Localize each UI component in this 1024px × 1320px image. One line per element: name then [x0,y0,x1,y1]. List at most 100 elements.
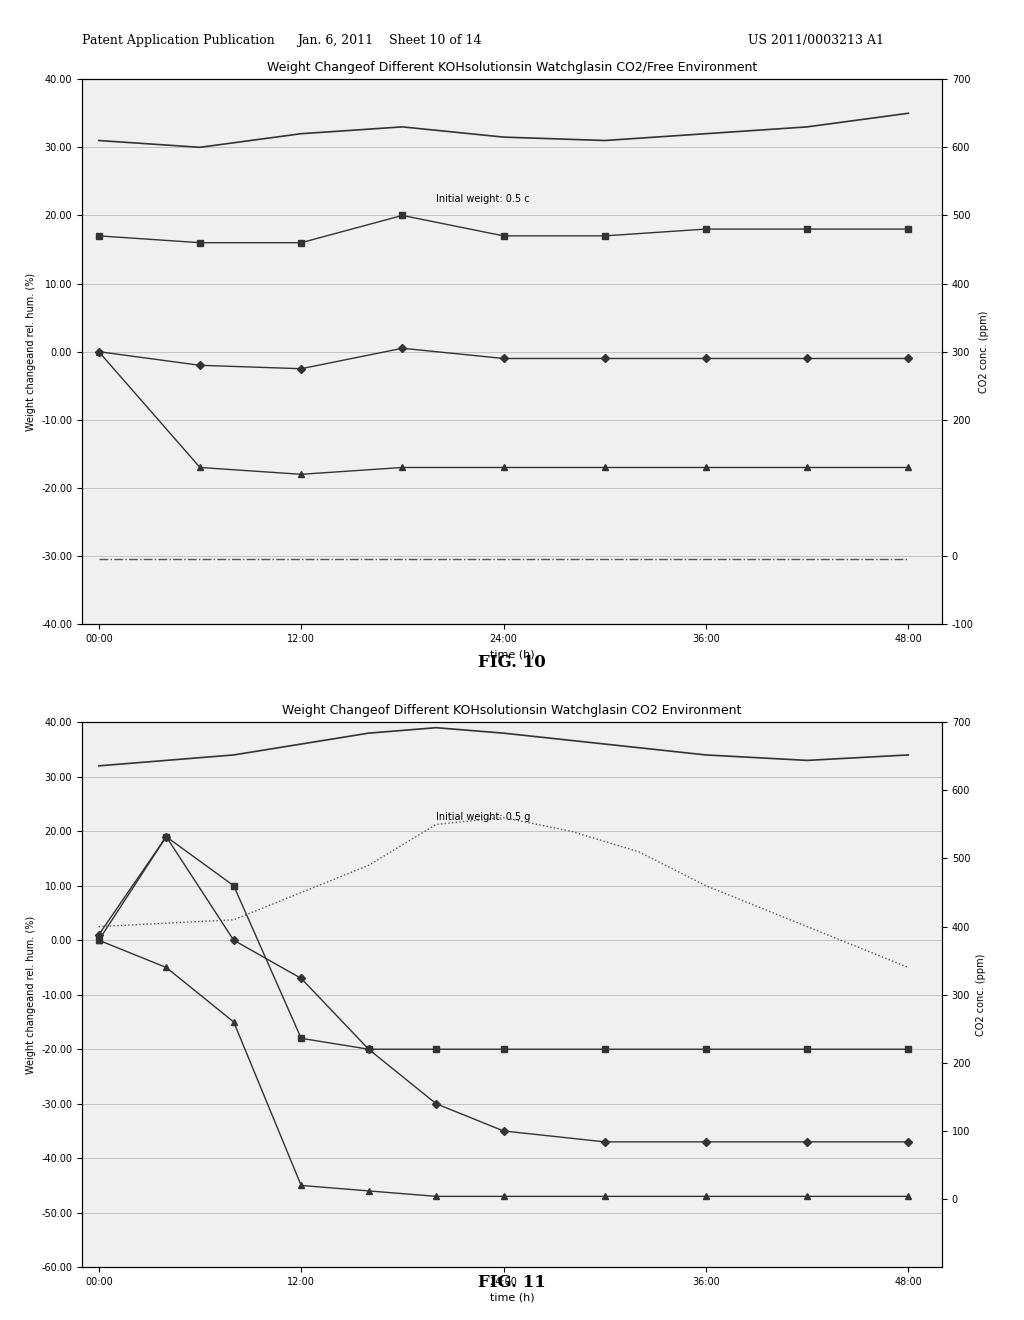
7.7M KOH_A [194,459,206,475]
Text: Initial weight: 0.5 g: Initial weight: 0.5 g [436,812,530,822]
10.2M KOH_A [599,351,611,367]
Text: FIG. 11: FIG. 11 [478,1274,546,1291]
rel. Hum(%) [430,719,442,735]
rel. Hum(%) [801,752,813,768]
rel. Hum(%) [498,725,510,741]
7.7M KOH_C [160,960,172,975]
CO2 conc. (ppm) [835,932,847,948]
CO2 conc. (ppm) [599,552,611,568]
10.2M KOH_C [295,970,307,986]
10.2M KOH_A [194,358,206,374]
10.2M KOH_A [295,360,307,376]
CO2 conc. (ppm) [227,912,240,928]
10.2M KOH_C [902,1134,914,1150]
Legend: rel. Hum.(%), 7.7M KOH_A, 10.2M KOH_A, 12.8M KOH_A, CO2 conc. (ppm): rel. Hum.(%), 7.7M KOH_A, 10.2M KOH_A, 1… [273,725,751,741]
CO2 conc. (ppm) [565,824,578,840]
Line: rel. Hum.(%): rel. Hum.(%) [98,114,908,148]
Text: Initial weight: 0.5 c: Initial weight: 0.5 c [436,194,529,203]
7.7M KOH_A [295,466,307,482]
12.8M KOH_C [295,1031,307,1047]
12.8M KOH_C [362,1041,375,1057]
CO2 conc. (ppm) [92,919,104,935]
12.8M KOH_C [92,932,104,948]
rel. Hum.(%) [396,119,409,135]
10.2M KOH_C [227,932,240,948]
7.7M KOH_C [599,1188,611,1204]
7.7M KOH_C [92,932,104,948]
7.7M KOH_C [227,1014,240,1030]
CO2 conc. (ppm) [430,817,442,833]
12.8M KOH_A [396,207,409,223]
7.7M KOH_A [599,459,611,475]
Title: Weight Changeof Different KOHsolutionsin Watchglasin CO2/Free Environment: Weight Changeof Different KOHsolutionsin… [267,61,757,74]
rel. Hum.(%) [801,119,813,135]
Y-axis label: Weight changeand rel. hum. (%): Weight changeand rel. hum. (%) [26,916,36,1073]
10.2M KOH_C [160,829,172,845]
12.8M KOH_A [599,228,611,244]
CO2 conc. (ppm) [396,552,409,568]
CO2 conc. (ppm) [194,552,206,568]
10.2M KOH_C [498,1123,510,1139]
rel. Hum.(%) [902,106,914,121]
Text: Jan. 6, 2011    Sheet 10 of 14: Jan. 6, 2011 Sheet 10 of 14 [297,33,481,46]
10.2M KOH_A [396,341,409,356]
CO2 conc. (ppm) [498,809,510,825]
Line: CO2 conc. (ppm): CO2 conc. (ppm) [98,817,908,968]
Line: 12.8M KOH_A: 12.8M KOH_A [96,213,911,246]
Line: 10.2M KOH_A: 10.2M KOH_A [96,346,911,371]
X-axis label: time (h): time (h) [489,1292,535,1303]
7.7M KOH_C [902,1188,914,1204]
Line: 7.7M KOH_C: 7.7M KOH_C [96,937,911,1199]
12.8M KOH_A [194,235,206,251]
7.7M KOH_C [498,1188,510,1204]
rel. Hum(%) [160,752,172,768]
CO2 conc. (ppm) [801,552,813,568]
7.7M KOH_C [801,1188,813,1204]
7.7M KOH_C [295,1177,307,1193]
Text: Patent Application Publication: Patent Application Publication [82,33,274,46]
12.8M KOH_C [160,829,172,845]
rel. Hum.(%) [599,132,611,148]
10.2M KOH_A [902,351,914,367]
CO2 conc. (ppm) [295,552,307,568]
7.7M KOH_A [801,459,813,475]
CO2 conc. (ppm) [902,552,914,568]
12.8M KOH_C [227,878,240,894]
CO2 conc. (ppm) [498,552,510,568]
10.2M KOH_C [362,1041,375,1057]
rel. Hum(%) [599,737,611,752]
CO2 conc. (ppm) [92,552,104,568]
10.2M KOH_C [430,1096,442,1111]
10.2M KOH_C [92,927,104,942]
7.7M KOH_A [92,343,104,359]
Line: 12.8M KOH_C: 12.8M KOH_C [96,834,911,1052]
CO2 conc. (ppm) [160,915,172,931]
7.7M KOH_A [498,459,510,475]
Text: US 2011/0003213 A1: US 2011/0003213 A1 [748,33,884,46]
12.8M KOH_C [801,1041,813,1057]
10.2M KOH_A [801,351,813,367]
rel. Hum.(%) [92,132,104,148]
rel. Hum(%) [92,758,104,774]
12.8M KOH_A [801,222,813,238]
Line: 10.2M KOH_C: 10.2M KOH_C [96,834,911,1144]
7.7M KOH_A [396,459,409,475]
X-axis label: time (h): time (h) [489,649,535,660]
CO2 conc. (ppm) [362,858,375,874]
rel. Hum(%) [227,747,240,763]
10.2M KOH_C [801,1134,813,1150]
12.8M KOH_A [498,228,510,244]
Y-axis label: CO2 conc. (ppm): CO2 conc. (ppm) [979,310,989,393]
10.2M KOH_A [498,351,510,367]
12.8M KOH_A [92,228,104,244]
Line: 7.7M KOH_A: 7.7M KOH_A [96,348,911,477]
rel. Hum(%) [902,747,914,763]
rel. Hum.(%) [498,129,510,145]
12.8M KOH_C [430,1041,442,1057]
10.2M KOH_C [599,1134,611,1150]
Text: FIG. 10: FIG. 10 [478,653,546,671]
7.7M KOH_C [362,1183,375,1199]
CO2 conc. (ppm) [699,878,712,894]
Title: Weight Changeof Different KOHsolutionsin Watchglasin CO2 Environment: Weight Changeof Different KOHsolutionsin… [283,704,741,717]
12.8M KOH_C [699,1041,712,1057]
